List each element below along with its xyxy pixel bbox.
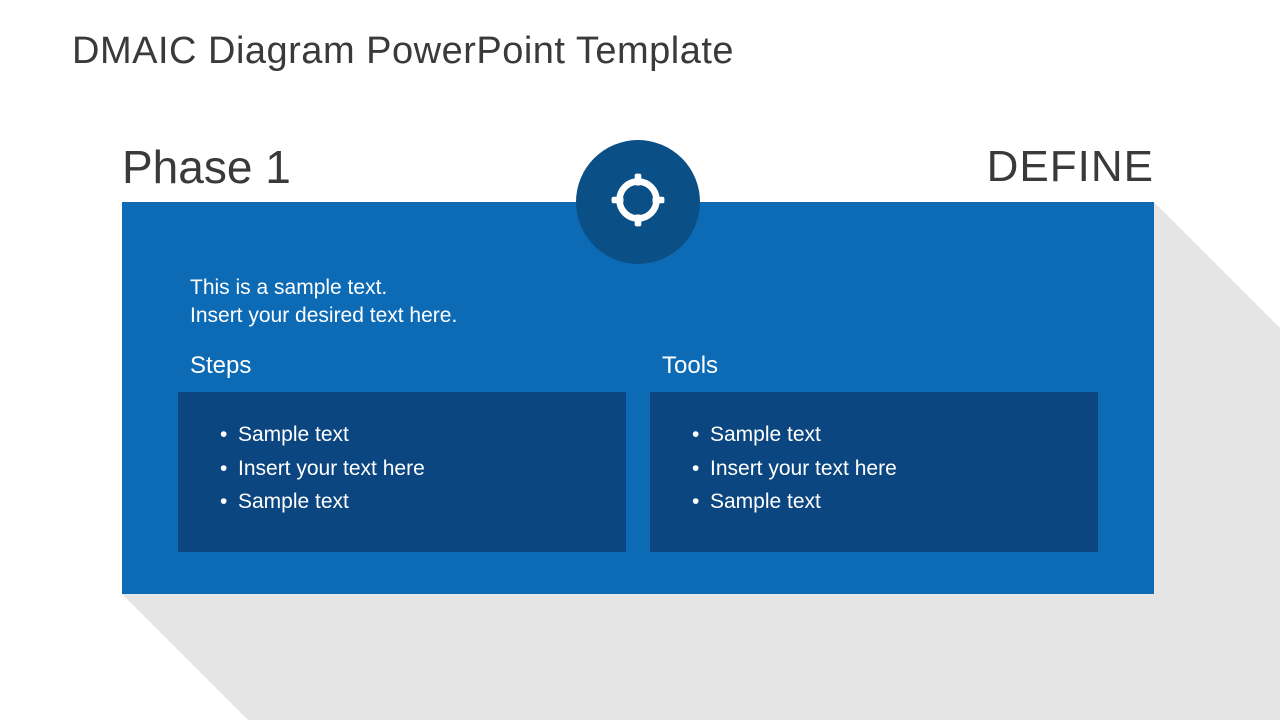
slide: DMAIC Diagram PowerPoint Template Phase … bbox=[0, 0, 1280, 720]
description-line: Insert your desired text here. bbox=[190, 302, 457, 330]
phase-icon-circle bbox=[576, 140, 700, 264]
tools-column: Tools Sample text Insert your text here … bbox=[650, 352, 1098, 552]
description-line: This is a sample text. bbox=[190, 274, 457, 302]
steps-box: Sample text Insert your text here Sample… bbox=[178, 392, 626, 552]
phase-description: This is a sample text. Insert your desir… bbox=[190, 274, 457, 331]
steps-column: Steps Sample text Insert your text here … bbox=[178, 352, 626, 552]
list-item: Sample text bbox=[220, 418, 594, 452]
crosshair-icon bbox=[605, 167, 671, 238]
phase-number: Phase 1 bbox=[122, 140, 291, 194]
steps-heading: Steps bbox=[190, 352, 626, 380]
list-item: Sample text bbox=[692, 418, 1066, 452]
phase-card: This is a sample text. Insert your desir… bbox=[122, 202, 1154, 594]
list-item: Insert your text here bbox=[692, 452, 1066, 486]
slide-title: DMAIC Diagram PowerPoint Template bbox=[72, 30, 734, 73]
tools-heading: Tools bbox=[662, 352, 1098, 380]
tools-box: Sample text Insert your text here Sample… bbox=[650, 392, 1098, 552]
list-item: Insert your text here bbox=[220, 452, 594, 486]
list-item: Sample text bbox=[220, 485, 594, 519]
phase-name: DEFINE bbox=[987, 142, 1154, 192]
tools-list: Sample text Insert your text here Sample… bbox=[692, 418, 1066, 519]
list-item: Sample text bbox=[692, 485, 1066, 519]
columns: Steps Sample text Insert your text here … bbox=[178, 352, 1098, 552]
steps-list: Sample text Insert your text here Sample… bbox=[220, 418, 594, 519]
